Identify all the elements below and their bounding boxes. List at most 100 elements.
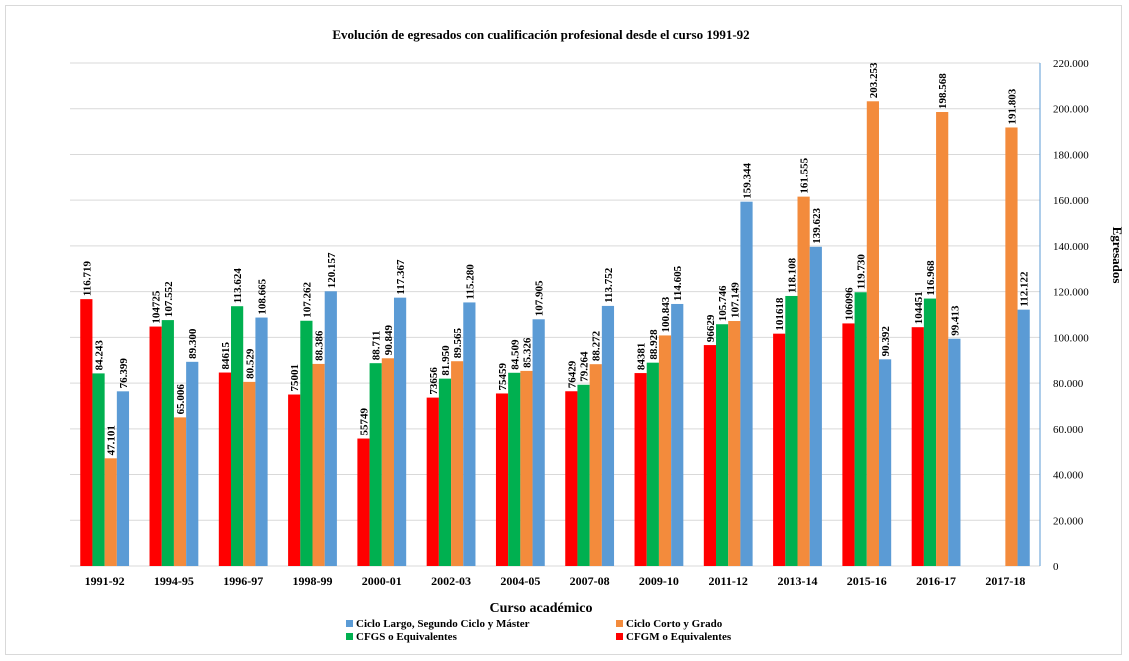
- data-label: 119.730: [856, 254, 868, 290]
- bar: [601, 305, 615, 566]
- bar: [186, 361, 199, 566]
- bar: [312, 363, 325, 566]
- legend-swatch: [616, 633, 623, 640]
- data-label: 89.565: [452, 327, 464, 358]
- y-axis-title: Egresados: [1110, 227, 1123, 284]
- bar: [565, 391, 578, 566]
- legend-item: CFGM o Equivalentes: [616, 631, 732, 643]
- bar: [520, 370, 533, 566]
- data-label: 191.803: [1006, 88, 1018, 124]
- data-label: 55749: [358, 408, 370, 436]
- data-label: 80.529: [244, 348, 256, 379]
- bar: [381, 358, 394, 566]
- bar: [589, 364, 602, 566]
- bar: [508, 372, 521, 566]
- data-label: 90.392: [880, 326, 892, 357]
- bar: [92, 373, 105, 566]
- y-tick-label: 200.000: [1053, 104, 1089, 116]
- x-tick-label: 2002-03: [431, 574, 471, 588]
- data-label: 104725: [151, 290, 163, 324]
- legend-label: CFGM o Equivalentes: [626, 631, 732, 643]
- bar: [1017, 309, 1030, 566]
- bar: [728, 321, 741, 566]
- legend-label: Ciclo Largo, Segundo Ciclo y Máster: [356, 618, 530, 630]
- bar: [218, 372, 232, 566]
- data-label: 108.665: [257, 278, 269, 314]
- bar: [255, 317, 268, 566]
- data-label: 88.386: [314, 330, 326, 361]
- bar: [357, 438, 370, 566]
- x-tick-label: 2013-14: [778, 574, 818, 588]
- data-label: 84.509: [509, 339, 521, 370]
- data-label: 139.623: [811, 208, 823, 244]
- bar: [495, 393, 509, 566]
- data-label: 112.122: [1019, 271, 1031, 307]
- bar: [104, 458, 117, 566]
- data-label: 73656: [428, 367, 440, 395]
- data-label: 75001: [289, 364, 301, 392]
- legend-item: Ciclo Corto y Grado: [616, 618, 723, 630]
- data-label: 84615: [220, 342, 232, 370]
- bar: [923, 298, 937, 566]
- bar: [451, 361, 464, 566]
- bar: [809, 246, 822, 566]
- data-label: 84381: [636, 343, 648, 371]
- legend-item: CFGS o Equivalentes: [346, 631, 458, 643]
- bar: [911, 327, 924, 566]
- bar: [658, 335, 672, 566]
- legend: Ciclo Largo, Segundo Ciclo y Máster Ciclo…: [346, 618, 732, 643]
- legend-label: Ciclo Corto y Grado: [626, 618, 723, 630]
- x-tick-label: 1998-99: [293, 574, 333, 588]
- data-label: 120.157: [326, 252, 338, 288]
- chart-frame: Evolución de egresados con cualificación…: [5, 5, 1123, 655]
- bar: [438, 378, 452, 566]
- x-tick-label: 2004-05: [500, 574, 540, 588]
- x-tick-label: 2011-12: [709, 574, 748, 588]
- data-label: 159.344: [742, 162, 754, 198]
- bar: [671, 303, 684, 566]
- data-label: 118.108: [786, 257, 798, 293]
- y-axis-ticks: 0 20.000 40.000 60.000 80.000 100.000 120.000 1…: [1053, 58, 1089, 573]
- data-label: 99.413: [949, 305, 961, 336]
- data-label: 85.326: [521, 337, 533, 368]
- data-label: 116.719: [81, 260, 93, 296]
- chart-title: Evolución de egresados con cualificación…: [332, 27, 749, 42]
- bar: [936, 112, 949, 566]
- x-tick-label: 2007-08: [570, 574, 610, 588]
- data-label: 90.849: [383, 325, 395, 356]
- data-label: 107.262: [301, 282, 313, 318]
- bar: [532, 319, 545, 566]
- data-label: 75459: [497, 362, 509, 390]
- data-label: 116.968: [925, 260, 937, 296]
- data-label: 76429: [566, 360, 578, 388]
- x-tick-label: 2015-16: [847, 574, 887, 588]
- data-label: 88.272: [591, 330, 603, 361]
- data-label: 79.264: [579, 351, 591, 382]
- bar: [854, 292, 867, 566]
- bar: [149, 326, 162, 566]
- bar: [231, 306, 244, 566]
- bar: [80, 299, 93, 566]
- y-tick-label: 60.000: [1053, 424, 1084, 436]
- x-axis-ticks: 1991-92 1994-95 1996-97 1998-99 2000-01 2002-…: [85, 574, 1026, 588]
- data-label: 81.950: [440, 345, 452, 376]
- y-tick-label: 100.000: [1053, 332, 1089, 344]
- bar: [161, 320, 174, 566]
- bar: [1005, 127, 1018, 566]
- x-tick-label: 2000-01: [362, 574, 402, 588]
- bar: [300, 320, 313, 566]
- data-label: 96629: [705, 314, 717, 342]
- data-label: 161.555: [799, 157, 811, 193]
- x-tick-label: 2009-10: [639, 574, 679, 588]
- bar: [393, 297, 407, 566]
- data-label: 114.605: [672, 265, 684, 301]
- bar: [797, 196, 810, 566]
- bar: [463, 302, 476, 566]
- data-label: 104451: [913, 291, 925, 324]
- x-tick-label: 2017-18: [985, 574, 1025, 588]
- data-label: 76.399: [118, 358, 130, 389]
- bar: [634, 373, 647, 566]
- legend-swatch: [616, 620, 623, 627]
- bar: [866, 101, 879, 566]
- bar: [703, 345, 717, 566]
